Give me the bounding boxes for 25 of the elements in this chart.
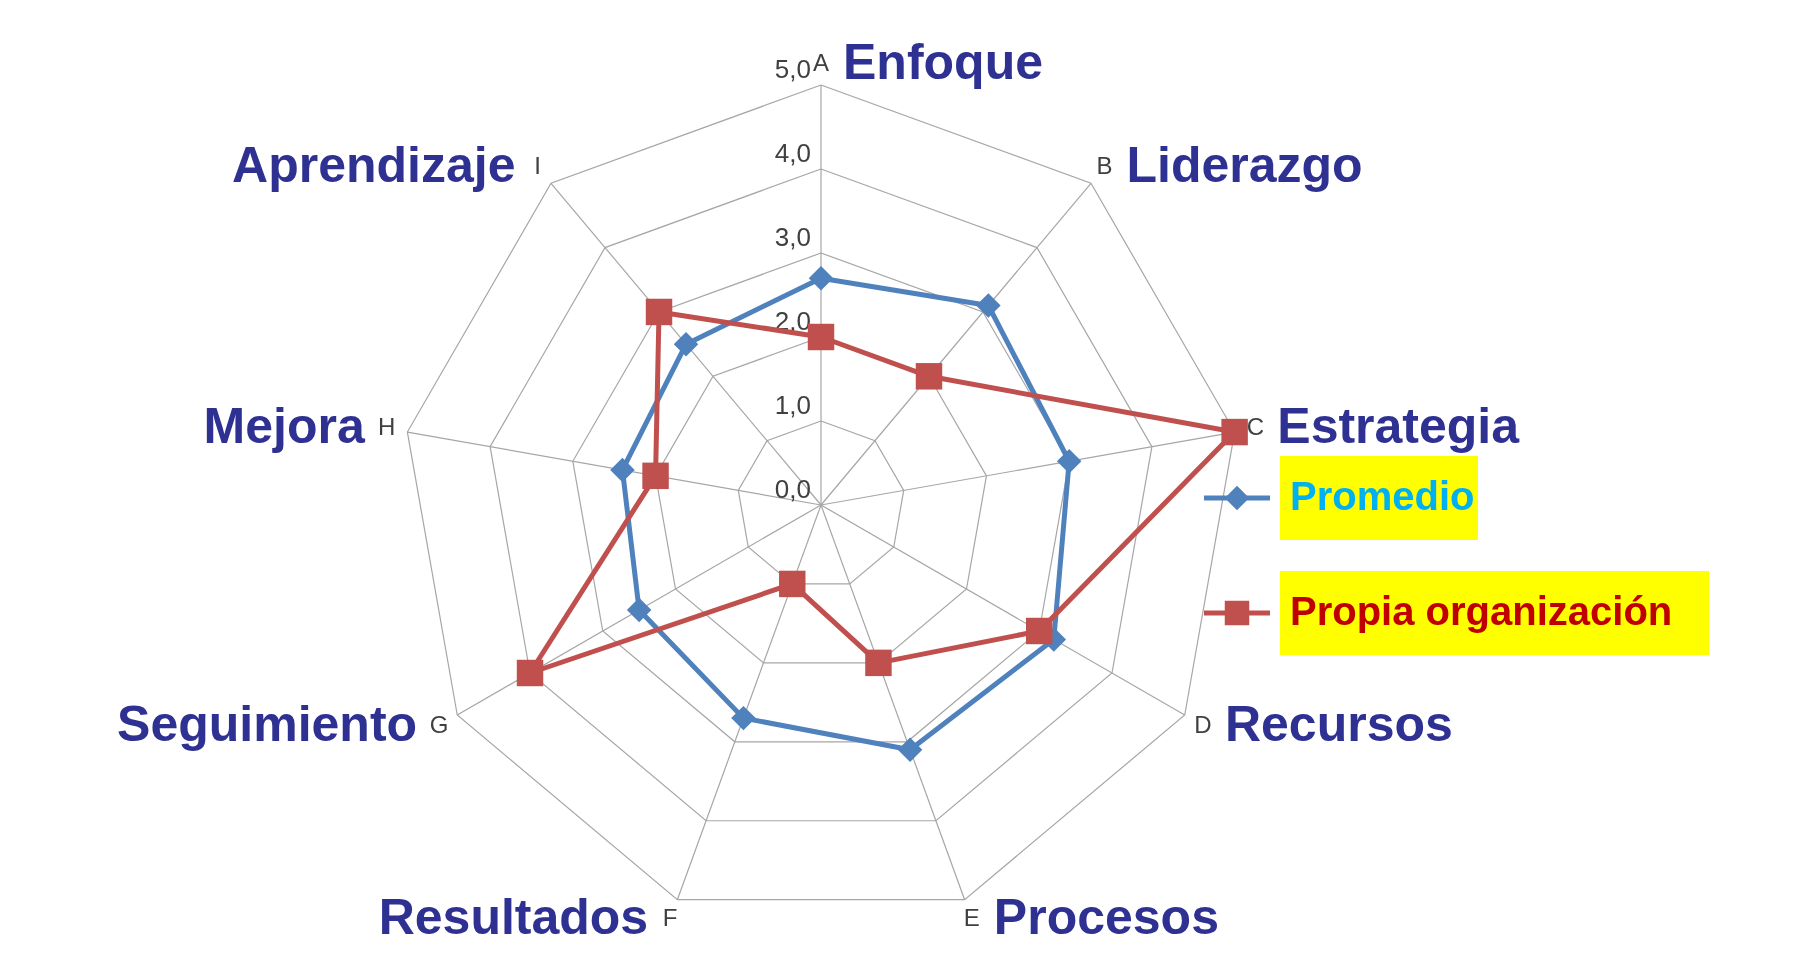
text: Procesos: [993, 889, 1219, 946]
spoke-label: H: [378, 413, 396, 441]
text: Mejora: [203, 398, 366, 455]
text: Enfoque: [843, 34, 1043, 90]
spoke-label: D: [1194, 710, 1212, 738]
spoke-label: C: [1246, 413, 1264, 441]
spoke-label: F: [662, 904, 678, 932]
spoke-label: I: [534, 152, 541, 180]
spoke-label: B: [1096, 152, 1113, 180]
text: Liderazgo: [1126, 137, 1363, 194]
spoke-label: E: [963, 904, 980, 932]
spoke-label: G: [429, 710, 449, 738]
text: Estrategia: [1277, 398, 1521, 455]
text: Aprendizaje: [232, 137, 516, 194]
y-tick-label: 4,0: [774, 138, 811, 169]
spoke-label: A: [812, 49, 830, 76]
y-tick-label: 1,0: [774, 390, 811, 421]
y-tick-label: 5,0: [774, 54, 811, 85]
text: Recursos: [1224, 695, 1453, 752]
legend-label: Propia organización: [1290, 589, 1673, 633]
y-tick-label: 3,0: [774, 222, 811, 253]
text: Seguimiento: [117, 695, 418, 752]
y-tick-label: 0,0: [774, 474, 811, 505]
text: Resultados: [378, 889, 649, 946]
legend-label: Promedio: [1290, 474, 1475, 518]
